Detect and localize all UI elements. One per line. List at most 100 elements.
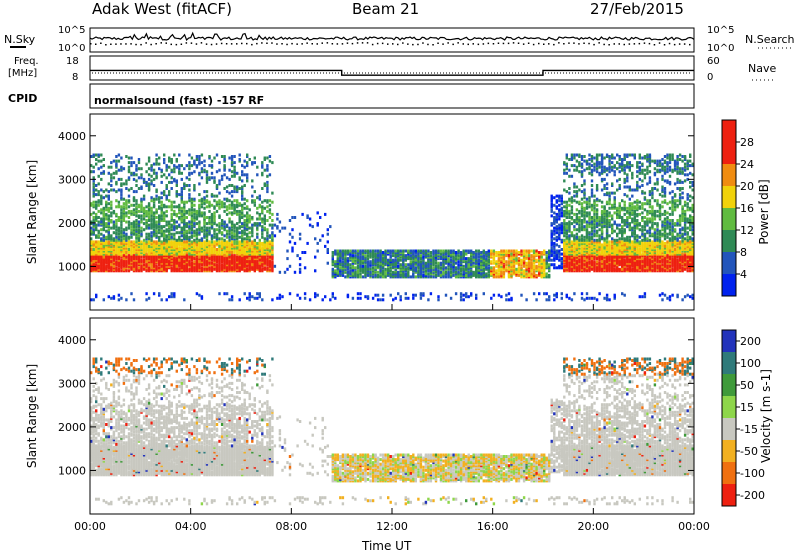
- range-gate-cell: [326, 261, 329, 265]
- range-gate-cell: [256, 228, 259, 232]
- range-gate-cell: [115, 212, 118, 216]
- range-gate-cell: [233, 171, 236, 175]
- range-gate-cell: [550, 249, 553, 253]
- range-gate-cell: [354, 258, 357, 262]
- range-gate-cell: [268, 258, 272, 262]
- range-gate-cell: [583, 238, 586, 242]
- range-gate-cell: [472, 255, 475, 259]
- range-gate-cell: [432, 252, 435, 256]
- range-gate-cell: [568, 216, 571, 219]
- range-gate-cell: [263, 258, 266, 262]
- noise-search-point: [376, 42, 379, 45]
- range-gate-cell: [170, 246, 173, 250]
- range-gate-cell: [512, 272, 516, 276]
- range-gate-cell: [243, 223, 246, 227]
- range-gate-cell: [97, 252, 100, 256]
- range-gate-cell: [183, 298, 186, 302]
- range-gate-cell: [558, 194, 561, 198]
- range-gate-cell: [147, 246, 151, 250]
- range-gate-cell: [439, 261, 443, 265]
- range-gate-cell: [180, 246, 183, 250]
- range-gate-cell: [246, 216, 249, 219]
- noise-search-point: [366, 42, 369, 44]
- range-gate-cell: [135, 190, 138, 194]
- range-gate-cell: [200, 226, 204, 230]
- range-gate-cell: [117, 298, 121, 302]
- range-gate-cell: [512, 264, 516, 268]
- range-gate-cell: [563, 228, 566, 232]
- range-gate-cell: [432, 272, 435, 276]
- range-gate-cell: [256, 217, 259, 221]
- range-gate-cell: [223, 225, 226, 229]
- range-gate-cell: [465, 257, 468, 261]
- range-gate-cell: [178, 171, 181, 175]
- range-gate-cell: [220, 263, 224, 267]
- noise-search-point: [573, 42, 575, 44]
- range-gate-cell: [117, 168, 121, 172]
- range-gate-cell: [92, 228, 95, 232]
- range-gate-cell: [580, 170, 584, 174]
- range-gate-cell: [583, 179, 586, 183]
- range-gate-cell: [251, 234, 254, 238]
- range-gate-cell: [165, 164, 168, 168]
- range-gate-cell: [522, 272, 526, 276]
- range-gate-cell: [558, 226, 561, 230]
- range-gate-cell: [210, 203, 214, 207]
- range-gate-cell: [218, 292, 221, 296]
- range-gate-cell: [351, 264, 355, 268]
- range-gate-cell: [168, 193, 171, 197]
- range-gate-cell: [409, 249, 412, 253]
- range-gate-cell: [261, 246, 264, 250]
- range-gate-cell: [449, 264, 453, 268]
- range-gate-cell: [427, 249, 430, 253]
- range-gate-cell: [480, 251, 483, 254]
- range-gate-cell: [490, 296, 493, 300]
- range-gate-cell: [178, 240, 181, 244]
- range-gate-cell: [97, 199, 100, 203]
- range-gate-cell: [168, 252, 171, 256]
- range-gate-cell: [102, 217, 105, 221]
- range-gate-cell: [530, 261, 533, 265]
- range-gate-cell: [125, 226, 128, 230]
- range-gate-cell: [246, 264, 249, 268]
- range-gate-cell: [200, 161, 204, 165]
- noise-search-point: [648, 42, 651, 45]
- range-gate-cell: [115, 155, 118, 158]
- range-gate-cell: [303, 292, 307, 296]
- noise-search-point: [220, 42, 223, 45]
- range-gate-cell: [271, 235, 274, 239]
- range-gate-cell: [573, 153, 576, 157]
- range-gate-cell: [158, 235, 161, 239]
- range-gate-cell: [183, 216, 186, 219]
- range-gate-cell: [336, 252, 339, 256]
- range-gate-cell: [487, 258, 490, 262]
- range-gate-cell: [500, 272, 503, 276]
- range-gate-cell: [150, 196, 153, 200]
- range-gate-cell: [127, 248, 131, 251]
- range-gate-cell: [195, 228, 199, 232]
- range-gate-cell: [520, 252, 523, 256]
- range-gate-cell: [152, 252, 156, 256]
- range-gate-cell: [152, 203, 156, 207]
- range-gate-cell: [112, 258, 116, 262]
- range-gate-cell: [195, 165, 199, 169]
- range-gate-cell: [205, 238, 209, 242]
- range-gate-cell: [92, 170, 95, 174]
- range-gate-cell: [180, 228, 183, 232]
- range-gate-cell: [427, 272, 430, 276]
- range-gate-cell: [517, 266, 521, 270]
- range-gate-cell: [291, 228, 294, 232]
- range-gate-cell: [540, 255, 543, 259]
- range-gate-cell: [175, 184, 178, 187]
- range-gate-cell: [115, 171, 118, 175]
- range-gate-cell: [565, 209, 568, 213]
- range-gate-cell: [467, 295, 470, 299]
- range-gate-cell: [437, 272, 440, 276]
- noise-search-point: [522, 43, 525, 45]
- range-gate-cell: [361, 252, 365, 256]
- range-gate-cell: [165, 165, 168, 169]
- range-gate-cell: [404, 296, 407, 300]
- range-gate-cell: [130, 228, 133, 232]
- range-gate-cell: [389, 269, 392, 273]
- range-gate-cell: [376, 270, 380, 274]
